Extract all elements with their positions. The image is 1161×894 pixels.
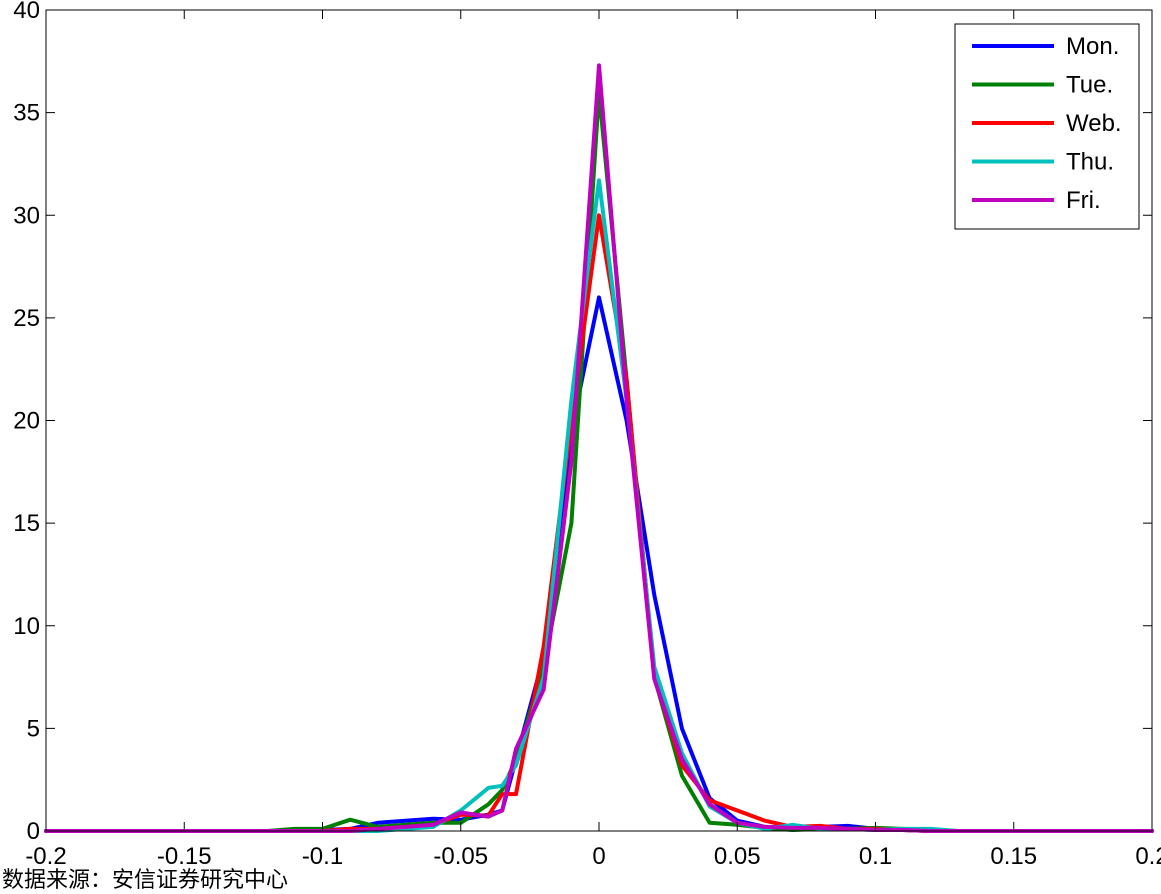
y-tick-labels: 0 5 10 15 20 25 30 35 40 [13, 0, 40, 845]
legend: Mon. Tue. Web. Thu. Fri. [954, 23, 1140, 230]
y-tick-label: 0 [27, 818, 40, 845]
series-line-mon [44, 295, 1154, 833]
tick-layer [45, 9, 1153, 832]
series-line-web [44, 213, 1154, 833]
y-tick-label: 10 [13, 613, 40, 640]
y-tick-label: 15 [13, 510, 40, 537]
series-line-fri [44, 63, 1154, 833]
legend-label: Tue. [1066, 72, 1113, 99]
x-tick-label: 0.1 [859, 843, 892, 870]
x-tick-label: 0.15 [990, 843, 1037, 870]
legend-box [954, 23, 1140, 230]
x-tick-label: -0.1 [302, 843, 343, 870]
y-tick-label: 20 [13, 408, 40, 435]
y-tick-label: 35 [13, 100, 40, 127]
legend-label: Mon. [1066, 33, 1119, 60]
x-tick-label: -0.15 [157, 843, 212, 870]
x-tick-label: -0.05 [433, 843, 488, 870]
y-tick-label: 5 [27, 715, 40, 742]
series-line-thu [44, 178, 1154, 833]
x-tick-label: 0.2 [1135, 843, 1161, 870]
y-tick-label: 30 [13, 202, 40, 229]
legend-label: Web. [1066, 110, 1122, 137]
source-note: 数据来源：安信证券研究中心 [2, 868, 289, 893]
x-tick-label: -0.2 [25, 843, 66, 870]
y-tick-label: 40 [13, 0, 40, 24]
x-tick-labels: -0.2 -0.15 -0.1 -0.05 0 0.05 0.1 0.15 0.2 [25, 843, 1161, 870]
x-tick-label: 0 [592, 843, 605, 870]
legend-label: Thu. [1066, 149, 1114, 176]
y-tick-label: 25 [13, 305, 40, 332]
x-tick-label: 0.05 [714, 843, 761, 870]
legend-label: Fri. [1066, 187, 1101, 214]
